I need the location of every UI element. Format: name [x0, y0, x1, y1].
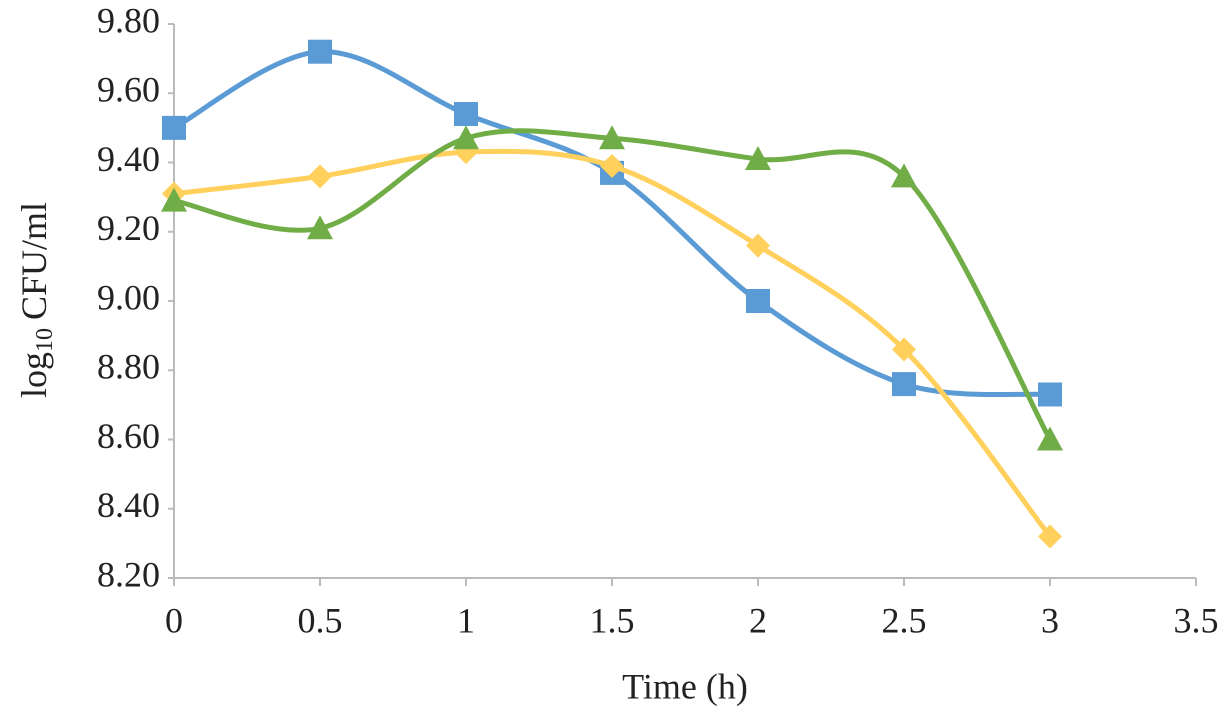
y-axis-title: log10 CFU/ml: [14, 202, 57, 398]
y-tick-label: 9.00: [97, 277, 160, 317]
x-tick-label: 2.5: [882, 600, 927, 640]
marker: [892, 372, 916, 397]
y-tick-label: 9.20: [97, 208, 160, 248]
marker: [307, 215, 333, 240]
y-tick-label: 9.60: [97, 70, 160, 110]
marker: [746, 233, 770, 258]
y-axis-title-sub: 10: [32, 328, 58, 352]
x-tick-label: 1: [457, 600, 475, 640]
x-tick-label: 2: [749, 600, 767, 640]
marker: [453, 125, 479, 150]
y-axis-title-part: CFU/ml: [14, 202, 54, 320]
series-line: [173, 148, 1052, 538]
y-tick-label: 8.20: [97, 554, 160, 594]
y-tick-label: 9.80: [97, 0, 160, 40]
marker: [746, 289, 770, 313]
x-tick-label: 0.5: [298, 600, 343, 640]
marker: [1038, 382, 1062, 407]
x-axis-title: Time (h): [622, 666, 748, 706]
marker: [161, 187, 187, 212]
y-tick-label: 9.40: [97, 139, 160, 179]
marker: [892, 337, 916, 362]
marker: [308, 164, 332, 189]
marker: [308, 39, 332, 64]
marker: [891, 163, 917, 188]
marker: [599, 125, 625, 150]
marker: [454, 102, 478, 127]
marker: [745, 146, 771, 171]
y-tick-label: 8.80: [97, 347, 160, 387]
y-axis-title-part: log: [14, 352, 54, 398]
marker: [1038, 524, 1062, 549]
marker: [1037, 426, 1063, 451]
x-tick-label: 3.5: [1174, 600, 1219, 640]
series-line: [172, 49, 1051, 398]
marker: [162, 115, 186, 140]
x-tick-label: 3: [1041, 600, 1059, 640]
y-tick-label: 8.60: [97, 416, 160, 456]
x-tick-label: 0: [165, 600, 183, 640]
marker: [600, 153, 624, 178]
x-tick-label: 1.5: [590, 600, 635, 640]
y-tick-label: 8.40: [97, 485, 160, 525]
